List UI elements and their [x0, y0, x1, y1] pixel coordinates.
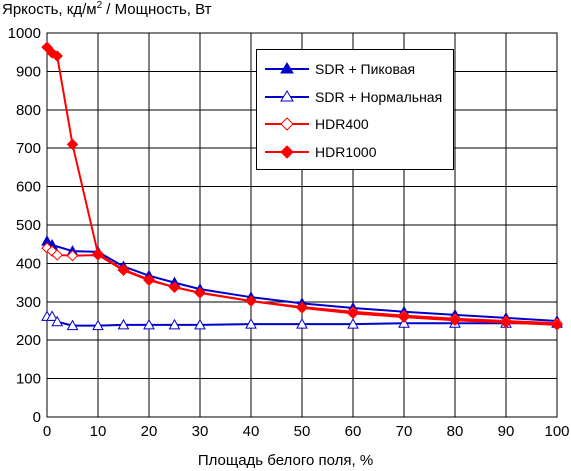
- data-point: [194, 286, 206, 299]
- data-point: [500, 316, 512, 329]
- data-point: [66, 250, 79, 262]
- y-tick-label: 900: [16, 63, 41, 80]
- x-axis-label: Площадь белого поля, %: [197, 452, 374, 469]
- data-point: [41, 41, 53, 53]
- data-point: [398, 311, 410, 323]
- legend-swatch-hdr1000: [265, 145, 309, 159]
- series-line: [46, 46, 558, 326]
- data-point: [143, 273, 155, 286]
- data-point: [51, 315, 64, 327]
- axes: [46, 32, 558, 418]
- data-point: [296, 318, 308, 329]
- data-point: [51, 249, 63, 261]
- legend-label-sdr-peak: SDR + Пиковая: [315, 61, 416, 77]
- x-tick-label: 100: [544, 423, 569, 440]
- legend-entry-hdr1000: HDR1000: [257, 142, 453, 162]
- x-tick-label: 0: [43, 423, 51, 440]
- data-point: [117, 318, 130, 330]
- legend-label-hdr400: HDR400: [315, 116, 369, 132]
- data-point: [66, 319, 79, 331]
- y-tick-label: 700: [16, 140, 41, 157]
- series-line: [47, 315, 557, 327]
- tick-labels: 0 100 200 300 400 500 600 700 800 900 1000 0 10 20 30 4…: [8, 25, 570, 440]
- plot-frame: [46, 32, 558, 418]
- legend-swatch-sdr-peak: [265, 62, 309, 74]
- legend-label-hdr1000: HDR1000: [315, 144, 377, 160]
- legend-entry-hdr400: HDR400: [257, 114, 453, 134]
- data-point: [347, 307, 359, 320]
- x-tick-label: 80: [447, 423, 464, 440]
- data-point: [347, 318, 359, 329]
- legend: SDR + Пиковая SDR + Нормальная HDR400 HD…: [256, 49, 454, 170]
- y-tick-label: 500: [16, 217, 41, 234]
- y-tick-label: 0: [33, 409, 41, 426]
- data-point: [117, 263, 130, 276]
- x-tick-label: 50: [294, 423, 311, 440]
- data-point: [92, 248, 104, 260]
- data-point: [168, 318, 181, 330]
- y-tick-label: 300: [16, 294, 41, 311]
- data-point: [92, 319, 104, 331]
- series-3: [41, 41, 563, 331]
- data-point: [194, 318, 206, 330]
- x-tick-label: 20: [141, 423, 158, 440]
- data-point: [245, 318, 257, 329]
- data-point: [51, 50, 63, 62]
- x-tick-label: 60: [345, 423, 362, 440]
- y-tick-label: 400: [16, 255, 41, 272]
- data-point: [46, 310, 58, 321]
- y-tick-label: 1000: [8, 25, 41, 42]
- data-point: [168, 281, 181, 293]
- legend-swatch-hdr400: [265, 117, 309, 131]
- legend-label-sdr-normal: SDR + Нормальная: [315, 89, 443, 105]
- data-series: [41, 41, 563, 331]
- x-tick-label: 90: [498, 423, 515, 440]
- legend-swatch-sdr-normal: [265, 90, 309, 102]
- y-tick-label: 800: [16, 102, 41, 119]
- legend-entry-sdr-peak: SDR + Пиковая: [257, 59, 453, 79]
- y-axis-label: Яркость, кд/м2 / Мощность, Вт: [2, 0, 212, 18]
- y-tick-label: 200: [16, 332, 41, 349]
- y-tick-label: 600: [16, 179, 41, 196]
- legend-entry-sdr-normal: SDR + Нормальная: [257, 87, 453, 107]
- data-point: [245, 295, 257, 307]
- data-point: [449, 314, 461, 326]
- x-tick-label: 30: [192, 423, 209, 440]
- y-tick-label: 100: [16, 371, 41, 388]
- x-tick-label: 70: [396, 423, 413, 440]
- data-point: [143, 318, 155, 330]
- data-point: [66, 138, 79, 151]
- x-tick-label: 10: [90, 423, 107, 440]
- x-tick-label: 40: [243, 423, 260, 440]
- data-point: [551, 319, 563, 331]
- data-point: [296, 302, 308, 314]
